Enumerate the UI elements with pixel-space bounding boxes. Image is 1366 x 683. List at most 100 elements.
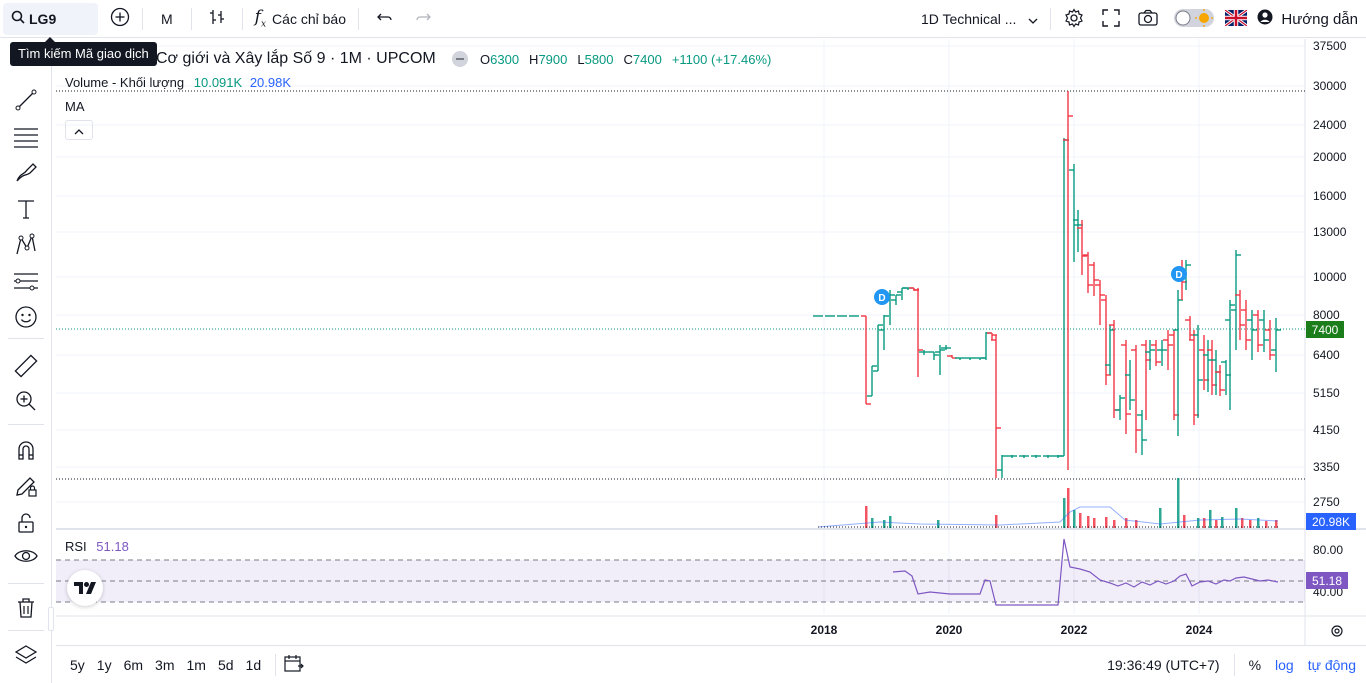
hide-drawings-tool[interactable] xyxy=(11,542,41,572)
measure-tool[interactable] xyxy=(11,352,41,382)
range-6m[interactable]: 6m xyxy=(123,656,144,673)
price-axis-label: 8000 xyxy=(1313,308,1340,322)
range-5d[interactable]: 5d xyxy=(217,656,234,673)
volume-bar xyxy=(1177,478,1180,528)
help-button[interactable]: Hướng dẫn xyxy=(1251,0,1366,38)
volume-bar xyxy=(1105,517,1108,528)
symbol-label: LG9 xyxy=(29,10,57,27)
toolbar-collapse-handle[interactable] xyxy=(48,607,54,631)
price-bar xyxy=(873,324,883,372)
auto-scale-toggle[interactable]: tự động xyxy=(1307,657,1356,673)
price-axis-label: 13000 xyxy=(1313,225,1347,239)
volume-bar xyxy=(995,515,998,528)
volume-bar xyxy=(1063,498,1066,528)
magnet-icon xyxy=(15,439,37,464)
volume-bar xyxy=(1135,520,1138,528)
price-axis-label: 24000 xyxy=(1313,118,1347,132)
language-button[interactable] xyxy=(1221,0,1251,38)
last-price-badge xyxy=(1306,321,1344,338)
lock-all-tool[interactable] xyxy=(11,509,41,539)
volume-value-1: 10.091K xyxy=(193,75,243,90)
price-axis-label: 3350 xyxy=(1313,460,1340,474)
object-tree-button[interactable] xyxy=(11,641,41,671)
settings-button[interactable] xyxy=(1055,0,1093,38)
divider xyxy=(275,653,277,676)
trend-line-tool[interactable] xyxy=(11,86,41,116)
price-bar xyxy=(1125,360,1135,410)
price-bar xyxy=(1115,395,1125,420)
price-bar xyxy=(1193,325,1203,418)
volume-bar xyxy=(865,506,868,528)
symbol-search-button[interactable]: LG9 xyxy=(3,2,98,35)
fullscreen-icon xyxy=(1102,8,1121,30)
volume-legend[interactable]: Volume - Khối lượng 10.091K 20.98K xyxy=(65,75,291,90)
text-tool[interactable] xyxy=(11,195,41,225)
range-5y[interactable]: 5y xyxy=(70,656,85,673)
pattern-tool[interactable] xyxy=(11,231,41,261)
volume-bar xyxy=(1209,510,1212,528)
horizontal-lines-icon xyxy=(13,126,39,151)
interval-button[interactable]: M xyxy=(161,10,173,27)
clock[interactable]: 19:36:49 (UTC+7) xyxy=(1107,657,1220,673)
collapse-legend-button[interactable] xyxy=(65,120,93,140)
fullscreen-button[interactable] xyxy=(1093,0,1129,38)
brush-tool[interactable] xyxy=(11,159,41,189)
layout-dropdown[interactable]: 1D Technical ... xyxy=(913,0,1046,38)
emoji-tool[interactable] xyxy=(11,303,41,333)
layout-name: 1D Technical ... xyxy=(920,11,1017,27)
rsi-badge-label: 51.18 xyxy=(1312,574,1342,588)
compare-button[interactable] xyxy=(102,0,138,38)
search-icon xyxy=(11,10,29,27)
tradingview-logo[interactable] xyxy=(67,570,103,606)
price-bar xyxy=(1231,250,1241,350)
volume-value-2: 20.98K xyxy=(249,75,292,90)
zoom-tool[interactable] xyxy=(11,387,41,417)
volume-bar xyxy=(1079,513,1082,528)
user-icon xyxy=(1257,9,1273,29)
price-bar xyxy=(1157,340,1167,366)
price-axis-label: 2750 xyxy=(1313,495,1340,509)
price-bar xyxy=(935,345,945,375)
forecast-tool[interactable] xyxy=(11,267,41,297)
fib-tool[interactable] xyxy=(11,123,41,153)
price-bar xyxy=(929,351,939,360)
price-bar xyxy=(1253,310,1263,352)
chart-type-button[interactable] xyxy=(196,0,238,38)
price-bar xyxy=(1271,318,1281,372)
price-bar xyxy=(913,288,923,377)
volume-bar xyxy=(883,520,886,528)
range-1y[interactable]: 1y xyxy=(96,656,112,673)
price-bar xyxy=(919,350,929,355)
screenshot-button[interactable] xyxy=(1129,0,1167,38)
lock-drawing-tool[interactable] xyxy=(11,472,41,502)
remove-drawings-tool[interactable] xyxy=(11,594,41,624)
rsi-label: RSI xyxy=(65,539,87,554)
volume-bar xyxy=(1087,516,1090,528)
undo-button[interactable] xyxy=(363,0,407,38)
price-bar xyxy=(861,315,871,405)
theme-toggle[interactable] xyxy=(1167,0,1221,38)
price-bars xyxy=(813,91,1281,478)
bottom-right-controls: 19:36:49 (UTC+7) % log tự động xyxy=(1107,646,1356,683)
time-axis-label: 2018 xyxy=(811,623,838,637)
range-1d[interactable]: 1d xyxy=(245,656,262,673)
indicators-button[interactable]: fx Các chỉ báo xyxy=(247,0,354,38)
price-bar xyxy=(867,365,877,397)
price-bar xyxy=(1063,91,1073,470)
range-3m[interactable]: 3m xyxy=(155,656,175,673)
price-bar xyxy=(1137,410,1147,455)
symbol-title: Cơ giới và Xây lắp Số 9 · 1M · UPCOM xyxy=(156,50,436,67)
redo-button[interactable] xyxy=(407,0,439,38)
price-bar xyxy=(1031,455,1041,458)
magnet-tool[interactable] xyxy=(11,436,41,466)
high-value: H7900 xyxy=(529,52,568,67)
date-range-button[interactable] xyxy=(284,654,304,675)
percent-toggle[interactable]: % xyxy=(1248,657,1262,673)
rsi-legend[interactable]: RSI 51.18 xyxy=(65,539,129,554)
range-1m[interactable]: 1m xyxy=(186,656,206,673)
ma-legend[interactable]: MA xyxy=(65,99,85,114)
divider xyxy=(142,7,143,30)
dividend-marker-label: D xyxy=(1175,270,1182,281)
log-toggle[interactable]: log xyxy=(1275,657,1294,673)
